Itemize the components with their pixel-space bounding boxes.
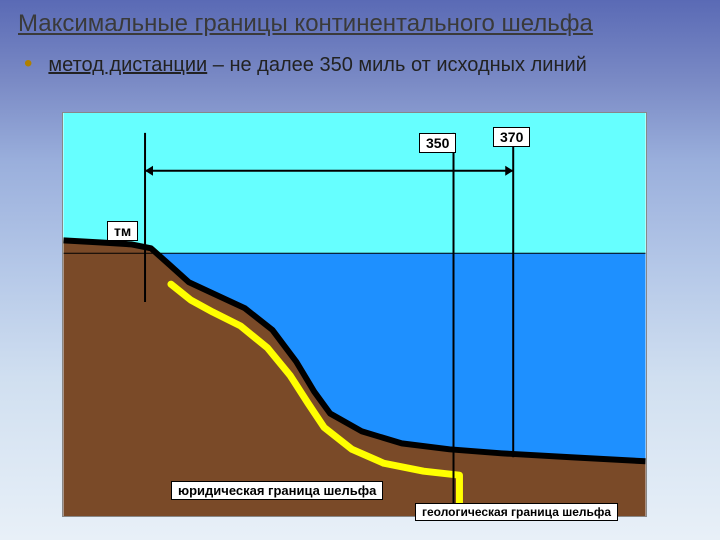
label-geo-boundary: геологическая граница шельфа: [415, 503, 618, 521]
page-title: Максимальные границы континентального ше…: [18, 10, 702, 38]
bullet-dot: •: [24, 52, 32, 76]
shelf-diagram: тм 350 370 юридическая граница шельфа ге…: [62, 112, 647, 517]
bullet-rest: – не далее 350 миль от исходных линий: [207, 54, 587, 76]
bullet-text: метод дистанции – не далее 350 миль от и…: [48, 54, 586, 77]
label-350: 350: [419, 133, 456, 153]
bullet-underlined: метод дистанции: [48, 54, 207, 76]
label-legal-boundary: юридическая граница шельфа: [171, 481, 383, 500]
bullet-row: • метод дистанции – не далее 350 миль от…: [18, 52, 702, 77]
label-tm: тм: [107, 221, 138, 241]
label-370: 370: [493, 127, 530, 147]
diagram-svg: [63, 113, 646, 516]
